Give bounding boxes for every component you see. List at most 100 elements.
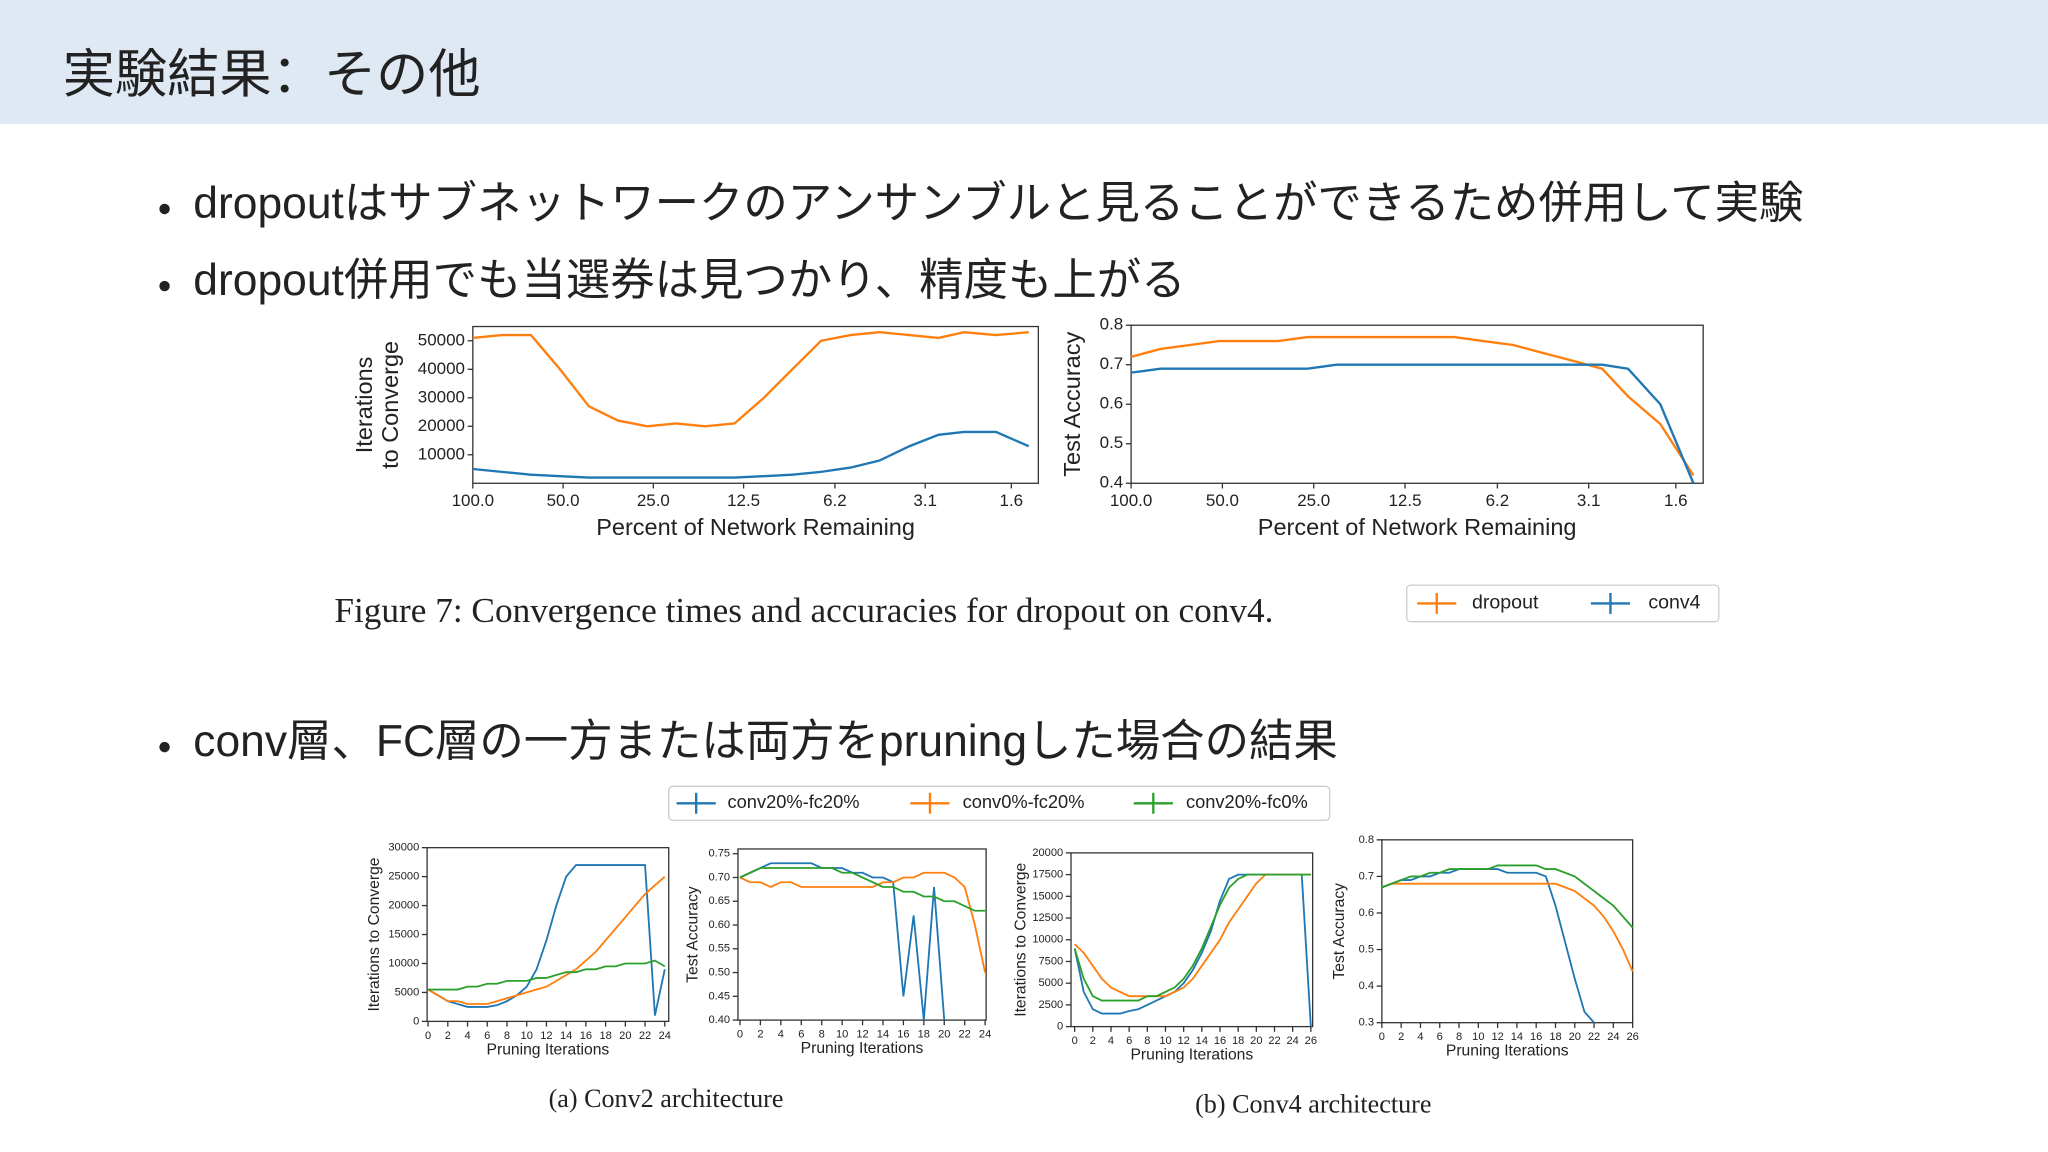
x-tick-label: 14: [877, 1029, 889, 1041]
x-tick-label: 24: [1286, 1035, 1298, 1047]
x-tick-label: 6: [1126, 1035, 1132, 1047]
x-tick-label: 6.2: [1486, 491, 1510, 510]
y-tick-label: 5000: [395, 986, 420, 998]
y-tick-label: 7500: [1038, 955, 1063, 967]
series-line: [428, 959, 666, 991]
series-line: [739, 871, 986, 973]
y-tick-label: 30000: [388, 842, 419, 854]
y-tick-label: 0.5: [1100, 433, 1124, 452]
y-tick-label: 0.40: [709, 1014, 731, 1026]
y-tick-label: 20000: [1032, 847, 1063, 859]
x-tick-label: 24: [979, 1029, 991, 1041]
series-line: [427, 875, 666, 1005]
x-tick-label: 16: [897, 1029, 909, 1041]
y-tick-label: 0.4: [1100, 473, 1124, 492]
x-tick-label: 12: [540, 1030, 552, 1042]
y-tick-label: 40000: [418, 359, 465, 378]
x-axis-label: Pruning Iterations: [487, 1041, 610, 1058]
plot-frame: [1130, 324, 1704, 484]
y-tick-label: 0.7: [1100, 354, 1124, 373]
y-tick-label: 15000: [1032, 890, 1063, 902]
y-tick-label: 0.60: [709, 919, 731, 931]
y-axis-label: Test Accuracy: [685, 886, 702, 983]
x-axis-label: Percent of Network Remaining: [1258, 514, 1577, 540]
y-tick-label: 25000: [388, 871, 419, 883]
y-tick-label: 0.8: [1359, 834, 1374, 846]
y-tick-label: 0.75: [709, 848, 731, 860]
x-tick-label: 2: [757, 1029, 763, 1041]
x-tick-label: 100.0: [452, 491, 494, 510]
x-tick-label: 25.0: [1297, 491, 1330, 510]
x-tick-label: 10: [521, 1030, 533, 1042]
x-tick-label: 20: [619, 1030, 631, 1042]
x-axis-label: Pruning Iterations: [801, 1040, 924, 1057]
x-tick-label: 8: [819, 1029, 825, 1041]
x-tick-label: 4: [464, 1030, 470, 1042]
plot-frame: [1381, 839, 1634, 1024]
y-axis-label: to Converge: [377, 341, 403, 469]
x-tick-label: 18: [918, 1029, 930, 1041]
x-tick-label: 24: [1607, 1031, 1619, 1043]
bullet-dot: [159, 741, 170, 753]
x-tick-label: 8: [1144, 1035, 1150, 1047]
x-tick-label: 10: [1472, 1031, 1484, 1043]
x-tick-label: 6: [798, 1029, 804, 1041]
x-tick-label: 2: [1398, 1031, 1404, 1043]
y-tick-label: 0.8: [1100, 315, 1124, 334]
y-tick-label: 10000: [388, 957, 419, 969]
figure-caption: Figure 7: Convergence times and accuraci…: [334, 591, 1273, 630]
header-band: [0, 0, 2048, 125]
figure-caption: (b) Conv4 architecture: [1195, 1089, 1431, 1118]
x-tick-label: 14: [560, 1030, 572, 1042]
x-tick-label: 22: [1588, 1031, 1600, 1043]
x-tick-label: 22: [1268, 1035, 1280, 1047]
x-tick-label: 50.0: [1206, 491, 1239, 510]
x-tick-label: 12: [1177, 1035, 1189, 1047]
series-line: [1381, 864, 1634, 929]
x-tick-label: 16: [1214, 1035, 1226, 1047]
legend-label: dropout: [1472, 592, 1539, 614]
x-tick-label: 1.6: [1664, 491, 1688, 510]
x-tick-label: 20: [1569, 1031, 1581, 1043]
y-tick-label: 50000: [418, 330, 465, 349]
series-line: [1073, 873, 1311, 1002]
x-tick-label: 26: [1305, 1035, 1317, 1047]
y-tick-label: 0.6: [1100, 394, 1124, 413]
y-tick-label: 5000: [1038, 977, 1063, 989]
series-line: [1381, 882, 1634, 972]
x-tick-label: 0: [1379, 1031, 1385, 1043]
x-axis-label: Pruning Iterations: [1446, 1043, 1569, 1060]
x-tick-label: 26: [1626, 1031, 1638, 1043]
x-tick-label: 100.0: [1110, 491, 1152, 510]
x-tick-label: 12: [1491, 1031, 1503, 1043]
x-tick-label: 2: [445, 1030, 451, 1042]
x-tick-label: 0: [737, 1029, 743, 1041]
x-tick-label: 4: [1108, 1035, 1114, 1047]
series-line: [427, 864, 666, 1016]
plot-frame: [472, 325, 1040, 484]
x-tick-label: 12.5: [727, 491, 760, 510]
x-tick-label: 1.6: [1000, 491, 1024, 510]
bullet-dot: [159, 203, 170, 215]
x-tick-label: 3.1: [913, 491, 937, 510]
y-tick-label: 0.65: [709, 895, 731, 907]
y-tick-label: 15000: [388, 928, 419, 940]
plot-frame: [1070, 852, 1314, 1028]
series-line: [739, 862, 946, 1021]
y-axis-label: Iterations to Converge: [366, 857, 383, 1011]
y-axis-label: Test Accuracy: [1059, 332, 1085, 477]
x-tick-label: 16: [580, 1030, 592, 1042]
bullet-text: conv層、FC層の一方または両方をpruningした場合の結果: [193, 717, 1337, 766]
bullet-dot: [159, 280, 170, 292]
x-tick-label: 22: [639, 1030, 651, 1042]
y-tick-label: 2500: [1038, 999, 1063, 1011]
x-tick-label: 20: [1250, 1035, 1262, 1047]
y-tick-label: 30000: [418, 387, 465, 406]
y-tick-label: 10000: [418, 444, 465, 463]
y-tick-label: 0.70: [709, 871, 731, 883]
legend-label: conv4: [1648, 592, 1700, 614]
x-tick-label: 6: [484, 1030, 490, 1042]
bullet-text: dropoutはサブネットワークのアンサンブルと見ることができるため併用して実験: [193, 179, 1803, 228]
legend-label: conv20%-fc0%: [1186, 791, 1308, 812]
